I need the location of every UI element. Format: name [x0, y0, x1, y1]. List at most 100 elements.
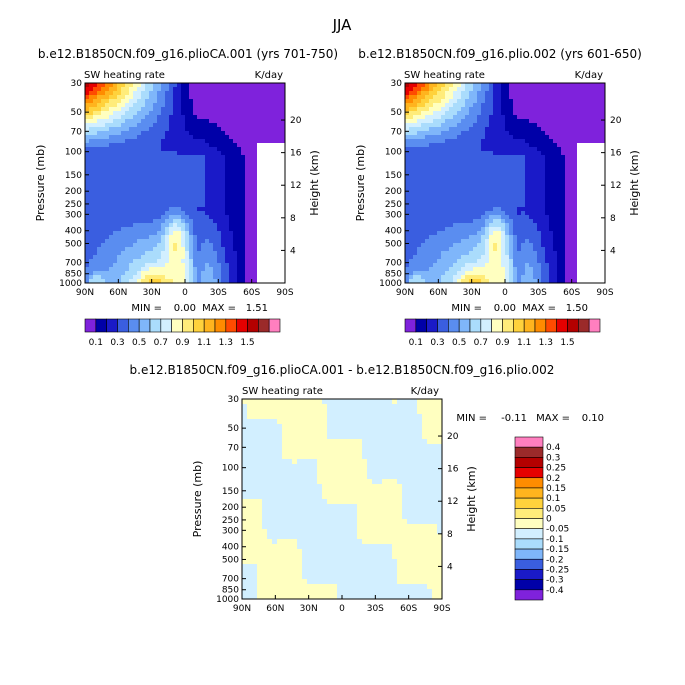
panel-1-cell: [89, 195, 94, 200]
panel-2-cell: [521, 259, 526, 264]
panel-2-cell: [445, 107, 450, 112]
panel-1-cell: [189, 227, 194, 232]
panel-2-cell: [481, 271, 486, 276]
panel-1-cell: [105, 167, 110, 172]
panel-1-cell: [141, 155, 146, 160]
panel-1-cell: [109, 231, 114, 236]
panel-2-cell: [545, 187, 550, 192]
panel-1-cell: [153, 179, 158, 184]
panel-1-cell: [177, 187, 182, 192]
panel-1-cell: [277, 99, 282, 104]
panel-1-cell: [245, 239, 250, 244]
panel-1-cell: [93, 251, 98, 256]
panel-2-cell: [465, 123, 470, 128]
panel-1-cell: [129, 239, 134, 244]
panel-2-cell: [489, 179, 494, 184]
panel-1-cell: [105, 91, 110, 96]
panel-2-cell: [517, 163, 522, 168]
panel-2-cell: [477, 179, 482, 184]
panel-2-cell: [481, 183, 486, 188]
panel-1-cell: [281, 187, 286, 192]
panel-1-cell: [229, 147, 234, 152]
panel-1-cell: [241, 207, 246, 212]
panel-1-cell: [141, 171, 146, 176]
panel-1-cell: [141, 91, 146, 96]
panel-2-cell: [425, 175, 430, 180]
panel-2-cell: [453, 219, 458, 224]
panel-1-cell: [85, 139, 90, 144]
panel-1-cell: [113, 131, 118, 136]
panel-1-cell: [129, 263, 134, 268]
panel-1-cell: [101, 151, 106, 156]
panel-1-cell: [189, 159, 194, 164]
panel-2-cell: [425, 199, 430, 204]
panel-1-cell: [117, 131, 122, 136]
panel-1-cell: [177, 127, 182, 132]
panel-1-cell: [145, 115, 150, 120]
panel-1-cell: [89, 223, 94, 228]
panel-2-cell: [521, 167, 526, 172]
panel-1-cell: [197, 243, 202, 248]
panel-1-cell: [209, 131, 214, 136]
panel-2-cell: [481, 171, 486, 176]
panel-2-cell: [409, 263, 414, 268]
panel-2-cell: [409, 155, 414, 160]
panel-2-cell: [501, 207, 506, 212]
panel-1-cell: [109, 151, 114, 156]
panel-2-cell: [409, 147, 414, 152]
panel-1-cell: [281, 115, 286, 120]
panel-2-cell: [573, 103, 578, 108]
panel-1-cell: [257, 175, 262, 180]
panel-2-cell: [489, 95, 494, 100]
panel-1-cell: [217, 167, 222, 172]
panel-2-cell: [425, 159, 430, 164]
panel-1-cell: [269, 83, 274, 88]
panel-2-cell: [545, 267, 550, 272]
panel-1-cell: [141, 183, 146, 188]
panel-1-cell: [165, 183, 170, 188]
panel-1-cell: [185, 207, 190, 212]
panel-2-cell: [517, 227, 522, 232]
panel-2-cell: [473, 175, 478, 180]
panel-2-cell: [477, 187, 482, 192]
panel-1-cell: [165, 247, 170, 252]
panel-1-cell: [269, 275, 274, 280]
panel-2-cell: [493, 143, 498, 148]
panel-1-cell: [89, 87, 94, 92]
panel-2-cell: [437, 107, 442, 112]
panel-1-cell: [237, 107, 242, 112]
panel-1-cell: [141, 111, 146, 116]
panel-2-cell: [477, 239, 482, 244]
panel-2-cell: [577, 211, 582, 216]
panel-2-cell: [545, 183, 550, 188]
panel-2-cell: [457, 103, 462, 108]
panel-2-cell: [469, 267, 474, 272]
panel-1-cell: [273, 111, 278, 116]
panel-1-cell: [257, 223, 262, 228]
panel-1-cell: [161, 267, 166, 272]
panel-1-cell: [109, 235, 114, 240]
panel-2-cell: [565, 143, 570, 148]
panel-2-cell: [589, 199, 594, 204]
panel-2-cell: [441, 119, 446, 124]
panel-2-cell: [417, 87, 422, 92]
panel-1-cell: [157, 147, 162, 152]
panel-2-cell: [561, 95, 566, 100]
panel-2-cell: [469, 195, 474, 200]
panel-2-cell: [497, 167, 502, 172]
panel-1-cell: [125, 167, 130, 172]
panel-1-cell: [213, 167, 218, 172]
panel-2-cell: [501, 103, 506, 108]
panel-1-cell: [213, 251, 218, 256]
panel-1-cell: [89, 135, 94, 140]
panel-2-cell: [469, 87, 474, 92]
panel-2-cell: [493, 255, 498, 260]
panel-2-cell: [425, 127, 430, 132]
panel-2-cell: [437, 139, 442, 144]
panel-1-cell: [269, 199, 274, 204]
panel-2-cell: [569, 255, 574, 260]
panel-2-cell: [445, 195, 450, 200]
panel-1-cell: [121, 247, 126, 252]
panel-1-cell: [97, 215, 102, 220]
panel-1-cell: [129, 91, 134, 96]
